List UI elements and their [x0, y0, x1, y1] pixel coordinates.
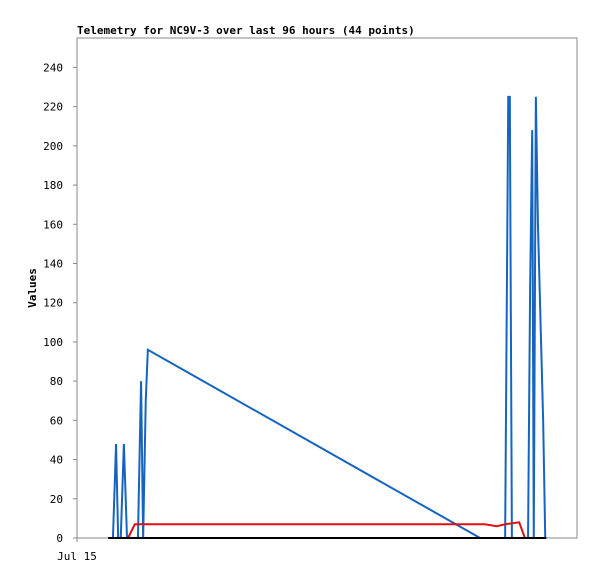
y-tick-label: 20 — [50, 493, 63, 506]
y-tick-label: 0 — [56, 532, 63, 545]
y-tick-label: 180 — [43, 179, 63, 192]
plot-area — [76, 37, 578, 539]
y-tick-label: 220 — [43, 101, 63, 114]
y-axis-label: Values — [26, 268, 39, 308]
y-tick-label: 80 — [50, 375, 63, 388]
y-tick-label: 140 — [43, 257, 63, 270]
chart-title: Telemetry for NC9V-3 over last 96 hours … — [77, 24, 415, 37]
y-tick-label: 60 — [50, 414, 63, 427]
y-tick-label: 120 — [43, 297, 63, 310]
y-tick-label: 240 — [43, 61, 63, 74]
y-tick-label: 40 — [50, 454, 63, 467]
x-tick-label: Jul 15 — [57, 550, 97, 563]
y-tick-label: 100 — [43, 336, 63, 349]
series-line — [127, 521, 526, 539]
y-tick-label: 160 — [43, 218, 63, 231]
y-tick-label: 200 — [43, 140, 63, 153]
